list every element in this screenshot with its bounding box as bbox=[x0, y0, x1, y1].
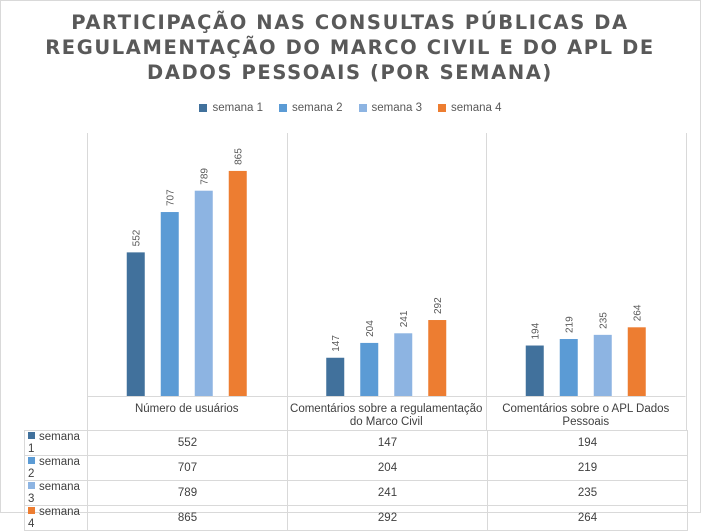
data-label: 204 bbox=[365, 320, 376, 337]
bar-semana-3 bbox=[194, 190, 213, 396]
legend-label: semana 4 bbox=[451, 102, 502, 114]
table-row-label: semana 3 bbox=[28, 481, 80, 505]
chart-title-line: REGULAMENTAÇÃO DO MARCO CIVIL E DO APL D… bbox=[45, 36, 655, 59]
category-label: Comentários sobre o APL Dados bbox=[502, 403, 669, 415]
bar-semana-1 bbox=[326, 357, 345, 396]
chart-title-line: DADOS PESSOAIS (POR SEMANA) bbox=[147, 61, 553, 84]
data-label: 865 bbox=[234, 148, 245, 165]
data-label: 241 bbox=[399, 310, 410, 327]
table-cell: 789 bbox=[87, 480, 288, 506]
data-label: 707 bbox=[166, 189, 177, 206]
data-label: 264 bbox=[633, 304, 644, 321]
table-row-label: semana 4 bbox=[28, 506, 80, 530]
table-row-label: semana 1 bbox=[28, 431, 80, 455]
table-key-swatch bbox=[28, 432, 35, 440]
legend-swatch bbox=[199, 104, 208, 112]
legend-swatch bbox=[358, 104, 367, 112]
data-label: 194 bbox=[531, 322, 542, 339]
table-row: semana 2 707 204 219 bbox=[24, 455, 688, 481]
chart-title: PARTICIPAÇÃO NAS CONSULTAS PÚBLICAS DA R… bbox=[40, 10, 660, 85]
bar-semana-2 bbox=[160, 212, 179, 396]
bar-semana-4 bbox=[228, 170, 247, 396]
table-row: semana 3 789 241 235 bbox=[24, 480, 688, 506]
bar-semana-1 bbox=[126, 252, 145, 396]
table-row-label: semana 2 bbox=[28, 456, 80, 480]
bar-semana-1 bbox=[525, 345, 544, 396]
data-label: 219 bbox=[565, 316, 576, 333]
table-cell: 241 bbox=[287, 480, 488, 506]
table-key-swatch bbox=[28, 457, 35, 465]
table-cell: 292 bbox=[287, 505, 488, 531]
table-row-key: semana 1 bbox=[24, 430, 88, 456]
data-label: 552 bbox=[132, 229, 143, 246]
data-label: 789 bbox=[200, 168, 211, 185]
bar-semana-4 bbox=[627, 327, 646, 396]
legend-label: semana 3 bbox=[371, 102, 423, 114]
bar-semana-3 bbox=[394, 333, 413, 396]
legend-item-semana-2: semana 2 bbox=[278, 102, 343, 114]
bar-semana-2 bbox=[360, 342, 379, 396]
category-label: Comentários sobre a regulamentação bbox=[290, 403, 482, 415]
legend-item-semana-3: semana 3 bbox=[358, 102, 423, 114]
data-table: semana 1 552 147 194 semana 2 707 204 21… bbox=[24, 430, 688, 531]
bar-semana-2 bbox=[559, 339, 578, 396]
category-label: do Marco Civil bbox=[350, 416, 423, 428]
category-label: Número de usuários bbox=[135, 403, 239, 415]
table-cell: 194 bbox=[487, 430, 688, 456]
table-row: semana 4 865 292 264 bbox=[24, 505, 688, 531]
legend: semana 1 semana 2 semana 3 semana 4 bbox=[0, 102, 701, 114]
legend-label: semana 1 bbox=[212, 102, 263, 114]
table-cell: 219 bbox=[487, 455, 688, 481]
table-key-swatch bbox=[28, 507, 35, 515]
data-label: 147 bbox=[331, 335, 342, 352]
chart-frame bbox=[0, 0, 701, 513]
data-label: 292 bbox=[433, 297, 444, 314]
table-cell: 235 bbox=[487, 480, 688, 506]
table-cell: 865 bbox=[87, 505, 288, 531]
table-cell: 707 bbox=[87, 455, 288, 481]
legend-item-semana-4: semana 4 bbox=[438, 102, 502, 114]
category-label: Pessoais bbox=[562, 416, 609, 428]
legend-swatch bbox=[278, 104, 287, 112]
table-row-key: semana 2 bbox=[24, 455, 88, 481]
table-row: semana 1 552 147 194 bbox=[24, 430, 688, 456]
table-row-key: semana 3 bbox=[24, 480, 88, 506]
table-cell: 552 bbox=[87, 430, 288, 456]
table-cell: 264 bbox=[487, 505, 688, 531]
legend-label: semana 2 bbox=[291, 102, 343, 114]
table-cell: 147 bbox=[287, 430, 488, 456]
legend-swatch bbox=[438, 104, 447, 112]
bar-semana-4 bbox=[428, 320, 447, 396]
legend-item-semana-1: semana 1 bbox=[199, 102, 263, 114]
table-cell: 204 bbox=[287, 455, 488, 481]
chart-title-line: PARTICIPAÇÃO NAS CONSULTAS PÚBLICAS DA bbox=[71, 11, 629, 34]
plot-area: 552 707 789 865 Número de usuários 147 204 241 2… bbox=[87, 133, 687, 430]
data-label: 235 bbox=[599, 312, 610, 329]
bar-semana-3 bbox=[593, 334, 612, 396]
table-key-swatch bbox=[28, 482, 35, 490]
table-row-key: semana 4 bbox=[24, 505, 88, 531]
